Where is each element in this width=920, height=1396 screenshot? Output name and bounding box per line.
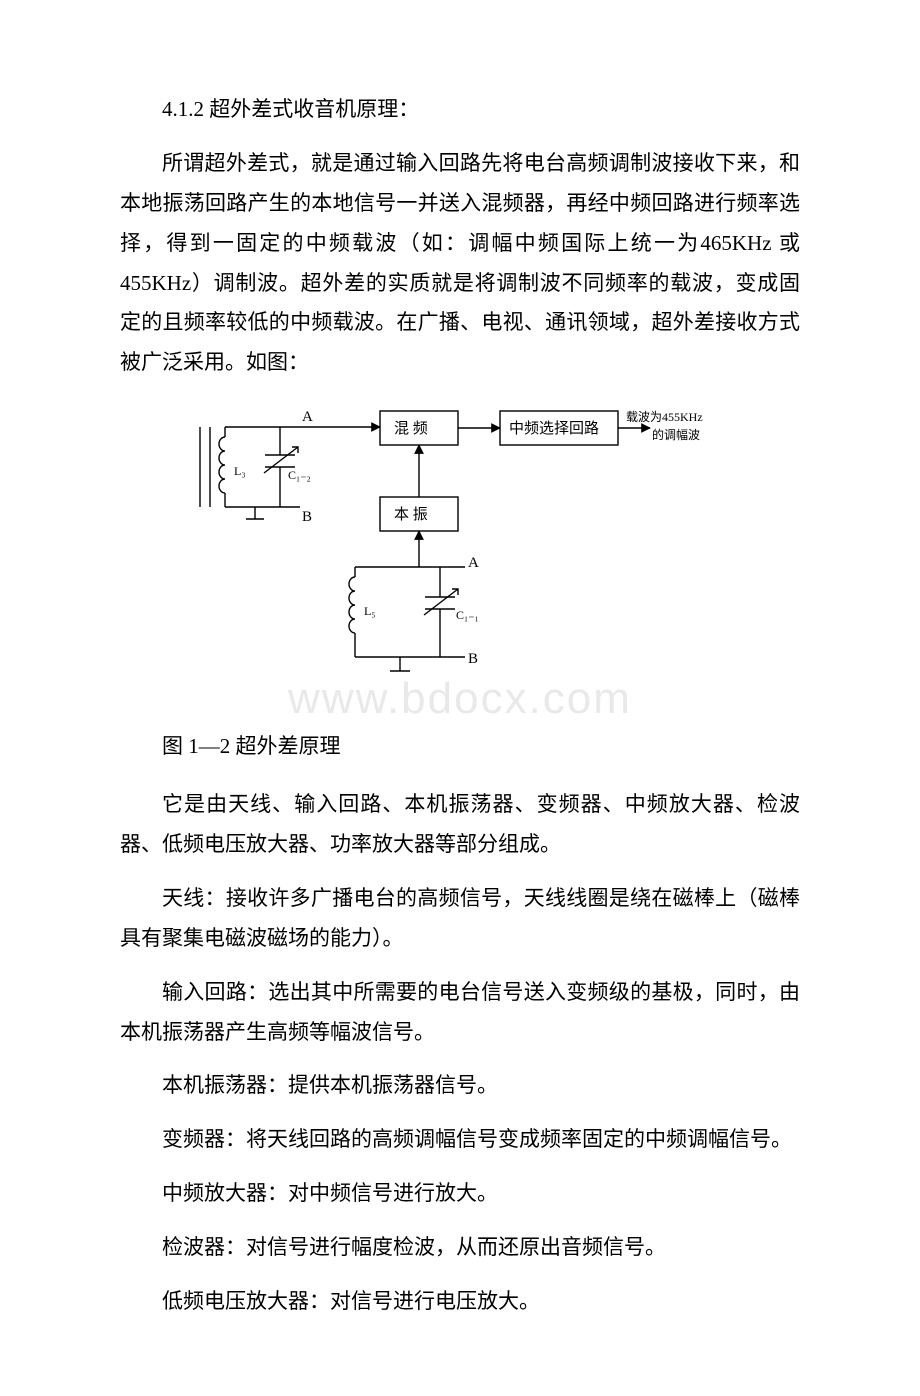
- label-if: 中频选择回路: [509, 420, 599, 437]
- label-b-top: B: [302, 509, 312, 525]
- paragraph-det: 检波器：对信号进行幅度检波，从而还原出音频信号。: [120, 1228, 800, 1268]
- label-l3: L₃: [234, 464, 246, 478]
- figure-caption: 图 1—2 超外差原理: [120, 727, 800, 767]
- paragraph-components: 它是由天线、输入回路、本机振荡器、变频器、中频放大器、检波器、低频电压放大器、功…: [120, 785, 800, 865]
- section-heading: 4.1.2 超外差式收音机原理：: [120, 90, 800, 130]
- label-a-bot: A: [468, 555, 479, 571]
- paragraph-mixer: 变频器：将天线回路的高频调幅信号变成频率固定的中频调幅信号。: [120, 1120, 800, 1160]
- paragraph-input: 输入回路：选出其中所需要的电台信号送入变频级的基极，同时，由本机振荡器产生高频等…: [120, 973, 800, 1053]
- label-lo: 本 振: [394, 506, 428, 523]
- label-out2: 的调幅波: [652, 427, 700, 442]
- diagram-svg: A B L₃ C₁₋₂ 混 频 中频选择回路 本 振 载波为455KHz 的调幅…: [180, 397, 740, 717]
- paragraph-lo: 本机振荡器：提供本机振荡器信号。: [120, 1066, 800, 1106]
- label-mixer: 混 频: [394, 420, 428, 437]
- page: 4.1.2 超外差式收音机原理： 所谓超外差式，就是通过输入回路先将电台高频调制…: [0, 0, 920, 1396]
- paragraph-antenna: 天线：接收许多广播电台的高频信号，天线线圈是绕在磁棒上（磁棒具有聚集电磁波磁场的…: [120, 879, 800, 959]
- diagram-superhet: www.bdocx.com: [120, 397, 800, 717]
- label-c12: C₁₋₂: [288, 468, 311, 482]
- label-out1: 载波为455KHz: [626, 410, 703, 424]
- label-a-top: A: [302, 409, 313, 425]
- paragraph-intro: 所谓超外差式，就是通过输入回路先将电台高频调制波接收下来，和本地振荡回路产生的本…: [120, 144, 800, 383]
- paragraph-ifamp: 中频放大器：对中频信号进行放大。: [120, 1174, 800, 1214]
- label-c11: C₁₋₁: [456, 608, 479, 622]
- label-l5: L₅: [364, 604, 376, 618]
- label-b-bot: B: [468, 651, 478, 667]
